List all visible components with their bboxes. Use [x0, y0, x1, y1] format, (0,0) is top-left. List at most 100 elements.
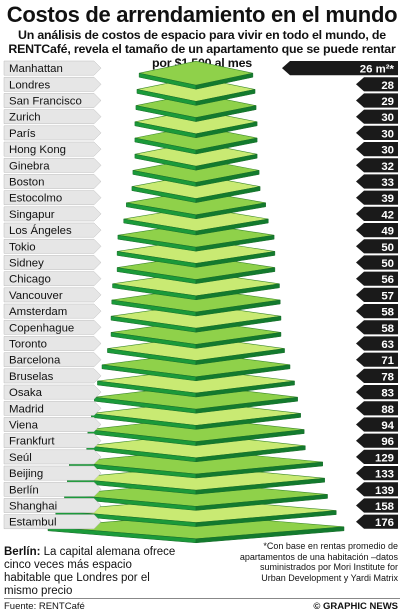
step-right-face — [195, 267, 276, 284]
city-label-tag — [3, 271, 102, 287]
city-label: Chicago — [9, 274, 51, 286]
city-label-tag — [3, 400, 102, 416]
city-label: Frankfurt — [9, 436, 55, 448]
value-label: 78 — [381, 371, 394, 383]
value-label: 33 — [381, 177, 394, 189]
step-right-face — [195, 186, 261, 203]
chart-title: Costos de arrendamiento en el mundo — [6, 2, 398, 27]
value-tag — [356, 449, 398, 464]
value-label: 42 — [381, 209, 394, 221]
city-label: Madrid — [9, 403, 44, 415]
value-tag — [356, 239, 398, 254]
city-label-tag — [3, 319, 102, 335]
step-right-face — [195, 202, 266, 220]
city-label: Barcelona — [9, 355, 61, 367]
city-label: Ginebra — [9, 160, 50, 172]
value-label: 71 — [381, 355, 394, 367]
value-tag — [282, 61, 398, 76]
city-label-tag — [3, 190, 102, 206]
step-right-face — [195, 89, 256, 106]
value-label: 56 — [381, 274, 394, 286]
value-tag — [356, 158, 398, 173]
value-tag — [356, 417, 398, 432]
step-right-face — [195, 526, 345, 544]
city-label-tag — [3, 109, 102, 125]
city-label: Seúl — [9, 452, 32, 464]
value-tag — [356, 304, 398, 319]
city-label: París — [9, 128, 36, 140]
step-right-face — [195, 72, 254, 90]
city-label-tag — [3, 60, 102, 76]
step-right-face — [195, 315, 282, 333]
value-tag — [356, 174, 398, 189]
value-label: 50 — [381, 258, 394, 270]
city-label: Sidney — [9, 258, 44, 270]
city-label: Amsterdam — [9, 306, 67, 318]
value-tag — [356, 125, 398, 140]
city-label-tag — [3, 222, 102, 238]
city-label-tag — [3, 206, 102, 222]
value-label: 29 — [381, 96, 394, 108]
value-label: 58 — [381, 307, 394, 319]
city-label-tag — [3, 336, 102, 351]
value-label: 158 — [375, 501, 394, 513]
city-label: Copenhague — [9, 322, 74, 334]
step-right-face — [195, 510, 337, 527]
city-label-tag — [3, 125, 102, 141]
city-label: Estocolmo — [9, 193, 62, 205]
city-label-tag — [3, 417, 102, 432]
value-tag — [356, 255, 398, 270]
value-tag — [356, 206, 398, 221]
value-label: 30 — [381, 128, 394, 140]
value-label: 28 — [381, 80, 394, 92]
city-label: Los Ángeles — [9, 224, 72, 237]
city-label-tag — [3, 498, 102, 513]
value-label: 39 — [381, 193, 394, 205]
step-right-face — [195, 445, 306, 463]
step-right-face — [195, 461, 323, 479]
city-label-tag — [3, 303, 102, 319]
city-label-tag — [3, 384, 102, 400]
step-right-face — [195, 494, 328, 511]
value-label: 63 — [381, 339, 394, 351]
chart-subtitle: Un análisis de costos de espacio para vi… — [8, 28, 396, 70]
city-label-tag — [3, 465, 102, 481]
value-tag — [356, 93, 398, 108]
value-label: 32 — [381, 161, 394, 173]
city-label-tag — [3, 514, 102, 530]
step-right-face — [195, 332, 282, 349]
step-right-face — [195, 413, 301, 430]
city-label: Zurich — [9, 112, 41, 124]
city-label-tag — [3, 174, 102, 189]
city-label-tag — [3, 157, 102, 173]
city-label: Londres — [9, 79, 50, 91]
value-label: 88 — [381, 404, 394, 416]
value-tag — [356, 190, 398, 205]
value-tag — [356, 433, 398, 448]
step-right-face — [195, 477, 325, 495]
step-right-face — [195, 251, 276, 268]
value-label: 94 — [381, 420, 394, 432]
value-label: 30 — [381, 112, 394, 124]
value-tag — [356, 142, 398, 157]
value-tag — [356, 287, 398, 302]
city-label-tag — [3, 238, 102, 254]
value-tag — [356, 368, 398, 383]
city-label: Toronto — [9, 339, 47, 351]
value-label: 96 — [381, 436, 394, 448]
step-right-face — [195, 121, 258, 139]
value-label: 57 — [381, 290, 394, 302]
value-label: 49 — [381, 226, 394, 238]
step-right-face — [195, 364, 291, 382]
city-label-tag — [3, 93, 102, 108]
city-label: Osaka — [9, 387, 43, 399]
city-label: Viena — [9, 420, 39, 432]
value-tag — [356, 320, 398, 335]
city-label-tag — [3, 287, 102, 303]
city-label: Beijing — [9, 468, 43, 480]
step-right-face — [195, 348, 285, 365]
city-label: Bruselas — [9, 371, 54, 383]
berlin-note-label: Berlín: — [4, 546, 41, 558]
city-label-tag — [3, 255, 102, 270]
